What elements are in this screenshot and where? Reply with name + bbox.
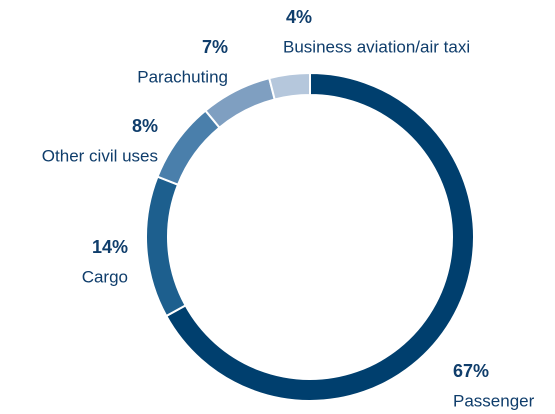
category-label: Passenger	[453, 391, 535, 410]
value-label: 7%	[202, 37, 228, 57]
value-label: 8%	[132, 116, 158, 136]
category-label: Parachuting	[137, 67, 228, 86]
slice	[267, 71, 311, 101]
value-label: 67%	[453, 361, 489, 381]
category-label: Other civil uses	[42, 146, 158, 165]
value-label: 14%	[92, 237, 128, 257]
slice	[145, 175, 187, 318]
value-label: 4%	[286, 7, 312, 27]
category-label: Business aviation/air taxi	[283, 37, 470, 56]
category-label: Cargo	[82, 267, 128, 286]
slice	[156, 109, 221, 187]
